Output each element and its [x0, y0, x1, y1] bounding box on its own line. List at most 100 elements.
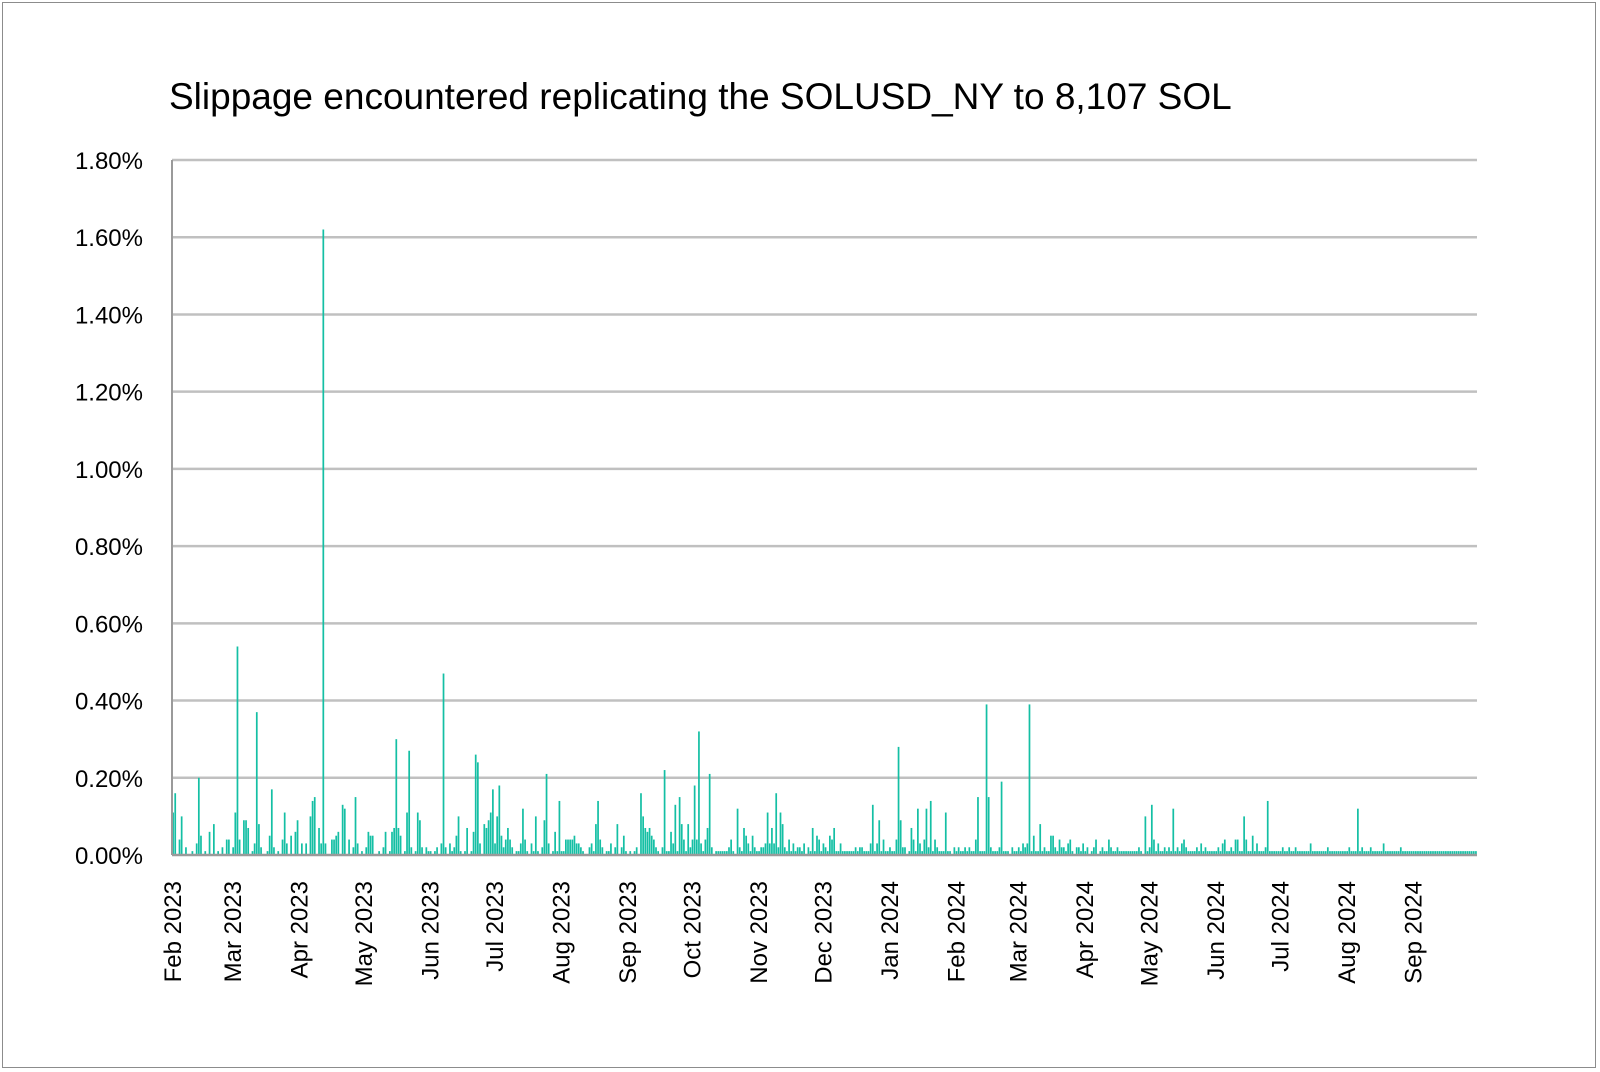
- data-bar: [1419, 851, 1421, 855]
- data-bar: [255, 712, 258, 855]
- data-bar: [504, 839, 507, 855]
- data-bar: [779, 812, 782, 855]
- data-bar: [406, 812, 408, 855]
- y-tick-label: 1.80%: [75, 148, 143, 175]
- data-bar: [590, 843, 593, 855]
- data-bar: [880, 851, 883, 855]
- data-bar: [841, 851, 844, 855]
- data-bar: [300, 843, 303, 855]
- data-bar: [745, 835, 748, 855]
- data-bar: [421, 847, 423, 855]
- data-bar: [290, 835, 292, 855]
- data-bar: [1116, 847, 1119, 855]
- x-tick-label: Mar 2024: [1006, 881, 1033, 982]
- data-bar: [863, 851, 866, 855]
- data-bar: [1346, 851, 1349, 855]
- data-bar: [753, 847, 756, 855]
- data-bar: [382, 847, 385, 855]
- data-bar: [859, 847, 861, 855]
- data-bar: [914, 851, 917, 855]
- data-bar: [1303, 851, 1306, 855]
- data-bar: [693, 785, 696, 855]
- data-bar: [1316, 851, 1318, 855]
- data-bar: [1395, 851, 1398, 855]
- data-bar: [775, 793, 778, 855]
- data-bar: [558, 800, 561, 855]
- data-bar: [687, 824, 690, 855]
- data-bar: [1301, 851, 1303, 855]
- data-bar: [1434, 851, 1437, 855]
- data-bar: [899, 820, 902, 855]
- data-bar: [178, 839, 181, 855]
- data-bar: [232, 847, 235, 855]
- data-bar: [1286, 851, 1288, 855]
- data-bar: [455, 835, 458, 855]
- data-bar: [1090, 851, 1093, 855]
- data-bar: [1320, 851, 1323, 855]
- data-bar: [369, 835, 372, 855]
- data-bar: [929, 800, 932, 855]
- data-bar: [1028, 704, 1031, 855]
- data-bar: [949, 851, 951, 855]
- data-bar: [343, 808, 346, 855]
- data-bar: [419, 820, 421, 855]
- data-bar: [620, 847, 623, 855]
- data-bar: [507, 827, 509, 855]
- data-bar: [771, 827, 773, 855]
- data-bar: [1015, 851, 1018, 855]
- x-tick-label: Mar 2023: [220, 881, 247, 982]
- data-bar: [472, 831, 475, 855]
- data-bar: [970, 851, 973, 855]
- data-bar: [416, 812, 419, 855]
- data-bar: [798, 847, 801, 855]
- data-bar: [994, 851, 996, 855]
- data-bar: [464, 851, 466, 855]
- data-bar: [440, 843, 443, 855]
- data-bar: [1460, 851, 1462, 855]
- chart-svg: Slippage encountered replicating the SOL…: [75, 76, 1477, 986]
- data-bar: [1062, 847, 1065, 855]
- data-bar: [444, 847, 447, 855]
- data-bar: [1047, 851, 1050, 855]
- data-bar: [352, 847, 355, 855]
- data-bar: [889, 847, 891, 855]
- data-bar: [689, 847, 692, 855]
- data-bar: [191, 851, 194, 855]
- data-bar: [648, 827, 651, 855]
- data-bar: [820, 851, 823, 855]
- data-bar: [1449, 851, 1452, 855]
- data-bar: [1196, 847, 1198, 855]
- data-bar: [1041, 851, 1044, 855]
- data-bar: [195, 843, 198, 855]
- data-bar: [747, 843, 750, 855]
- data-bar: [348, 839, 350, 855]
- data-bar: [575, 843, 578, 855]
- data-bar: [356, 843, 359, 855]
- data-bar: [657, 851, 660, 855]
- data-bar: [957, 847, 960, 855]
- data-bar: [524, 839, 526, 855]
- data-bar: [541, 847, 544, 855]
- data-bar: [283, 812, 286, 855]
- data-bar: [790, 851, 793, 855]
- data-bar: [337, 831, 340, 855]
- data-bar: [1445, 851, 1447, 855]
- data-bar: [251, 851, 254, 855]
- data-bar: [532, 851, 535, 855]
- data-bar: [399, 835, 402, 855]
- data-bar: [1365, 851, 1368, 855]
- data-bar: [777, 847, 780, 855]
- data-bar: [1007, 851, 1009, 855]
- y-tick-label: 0.80%: [75, 534, 143, 561]
- data-bar: [698, 731, 700, 855]
- y-tick-label: 0.20%: [75, 766, 143, 793]
- data-bar: [786, 851, 788, 855]
- x-tick-label: Jul 2023: [482, 881, 509, 972]
- data-bar: [1245, 839, 1248, 855]
- data-bar: [1206, 851, 1209, 855]
- data-bar: [938, 851, 941, 855]
- data-bar: [322, 229, 325, 855]
- data-bar: [601, 847, 604, 855]
- data-bar: [597, 800, 599, 855]
- data-bar: [865, 851, 868, 855]
